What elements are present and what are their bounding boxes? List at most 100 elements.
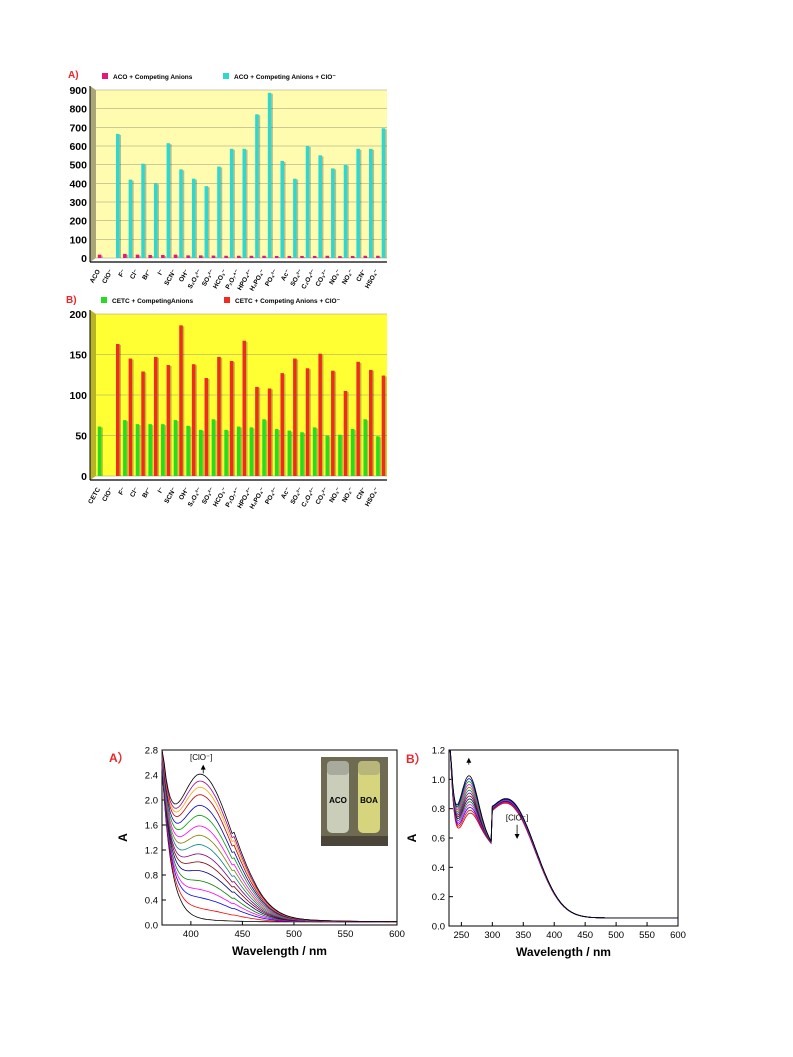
y-tick-label: 2.8 bbox=[145, 746, 158, 757]
x-tick-label: 500 bbox=[286, 929, 302, 940]
annotation-arrowhead-2 bbox=[514, 834, 520, 839]
x-tick-label: 450 bbox=[577, 930, 593, 941]
x-tick-label: 400 bbox=[546, 930, 562, 941]
bar-1 bbox=[204, 186, 209, 258]
bar-shade-1 bbox=[359, 149, 362, 258]
bar-0 bbox=[199, 429, 203, 476]
bar-0 bbox=[376, 255, 380, 258]
y-tick-label: 0.6 bbox=[432, 834, 445, 845]
bar-1 bbox=[217, 166, 221, 258]
bar-0 bbox=[249, 427, 254, 476]
bar-shade-0 bbox=[291, 256, 293, 258]
bar-shade-0 bbox=[354, 430, 356, 476]
bar-0 bbox=[211, 255, 216, 258]
bar-0 bbox=[236, 255, 241, 258]
bar-1 bbox=[115, 133, 120, 258]
bar-shade-1 bbox=[182, 170, 185, 258]
y-tick-label: 800 bbox=[69, 104, 87, 116]
spectrum-line bbox=[449, 749, 678, 919]
bar-shade-1 bbox=[144, 372, 147, 476]
bar-1 bbox=[331, 370, 335, 476]
bar-1 bbox=[229, 148, 234, 258]
panel-label: B) bbox=[66, 295, 77, 306]
legend-label-0: CETC + CompetingAnions bbox=[112, 298, 193, 305]
legend-label-1: CETC + Competing Anions + ClO⁻ bbox=[235, 298, 341, 305]
bar-1 bbox=[267, 92, 272, 258]
y-tick-label: 200 bbox=[69, 216, 87, 228]
bar-shade-1 bbox=[258, 387, 261, 476]
bar-1 bbox=[331, 168, 335, 258]
y-tick-label: 200 bbox=[69, 309, 87, 321]
bar-shade-1 bbox=[271, 93, 273, 258]
bar-shade-0 bbox=[316, 428, 318, 476]
bar-shade-1 bbox=[195, 179, 197, 258]
bar-shade-1 bbox=[157, 357, 159, 476]
bar-shade-0 bbox=[367, 256, 369, 258]
bar-1 bbox=[191, 364, 196, 476]
bar-0 bbox=[338, 434, 342, 476]
bar-shade-0 bbox=[139, 425, 141, 476]
bar-0 bbox=[148, 255, 152, 258]
spectrum-line bbox=[449, 749, 678, 919]
x-tick-label: CO₃²⁻ bbox=[315, 268, 331, 288]
bar-shade-0 bbox=[253, 428, 255, 476]
inset-base bbox=[321, 836, 388, 846]
bar-0 bbox=[199, 255, 203, 258]
bar-shade-0 bbox=[164, 256, 167, 258]
bar-shade-1 bbox=[195, 365, 197, 476]
bar-shade-0 bbox=[227, 430, 230, 476]
y-tick-label: 300 bbox=[69, 197, 87, 209]
bar-1 bbox=[343, 390, 348, 476]
bar-1 bbox=[356, 361, 360, 476]
bar-shade-0 bbox=[278, 430, 280, 476]
bar-shade-1 bbox=[334, 371, 337, 476]
bar-shade-1 bbox=[119, 134, 122, 258]
x-tick-label: SCN⁻ bbox=[163, 268, 178, 287]
bar-shade-0 bbox=[139, 255, 141, 258]
bar-1 bbox=[343, 164, 348, 258]
y-tick-label: 0.0 bbox=[145, 921, 158, 932]
bar-1 bbox=[204, 377, 209, 476]
bar-0 bbox=[186, 425, 190, 476]
x-tick-label: 500 bbox=[608, 930, 624, 941]
bar-1 bbox=[381, 128, 386, 258]
bar-shade-0 bbox=[329, 256, 331, 258]
legend-swatch-1 bbox=[223, 73, 229, 79]
y-tick-label: 600 bbox=[69, 141, 87, 153]
bar-shade-1 bbox=[347, 165, 349, 258]
bar-1 bbox=[369, 148, 373, 258]
bar-0 bbox=[262, 255, 266, 258]
x-tick-label: 350 bbox=[515, 930, 531, 941]
bar-shade-0 bbox=[240, 256, 242, 258]
bar-1 bbox=[381, 375, 386, 476]
bar-shade-0 bbox=[101, 427, 103, 476]
bar-shade-1 bbox=[246, 149, 248, 258]
bar-shade-0 bbox=[202, 430, 205, 476]
bar-shade-0 bbox=[177, 255, 179, 258]
spectrum-line bbox=[449, 749, 678, 919]
bar-0 bbox=[97, 254, 102, 258]
x-tick-label: 400 bbox=[183, 929, 199, 940]
bar-shade-1 bbox=[309, 147, 311, 258]
bar-shade-0 bbox=[151, 256, 154, 258]
bar-1 bbox=[141, 163, 145, 258]
bar-shade-1 bbox=[283, 161, 286, 258]
bar-0 bbox=[274, 429, 279, 476]
bar-shade-1 bbox=[233, 149, 235, 258]
x-tick-label: Ac⁻ bbox=[280, 268, 292, 282]
bar-shade-0 bbox=[316, 256, 318, 258]
bar-0 bbox=[262, 419, 266, 476]
bar-shade-0 bbox=[265, 256, 268, 258]
x-tick-label: I⁻ bbox=[157, 268, 166, 277]
bar-0 bbox=[123, 253, 127, 258]
bar-shade-1 bbox=[233, 361, 235, 476]
spectrum-line bbox=[449, 749, 678, 919]
bar-shade-0 bbox=[303, 256, 306, 258]
bar-0 bbox=[224, 429, 228, 476]
x-tick-label: Ac⁻ bbox=[280, 486, 292, 500]
bar-shade-0 bbox=[227, 256, 230, 258]
bar-shade-1 bbox=[359, 362, 362, 476]
y-tick-label: 0.4 bbox=[432, 863, 445, 874]
x-tick-label: F⁻ bbox=[118, 486, 128, 496]
bar-0 bbox=[350, 429, 355, 476]
